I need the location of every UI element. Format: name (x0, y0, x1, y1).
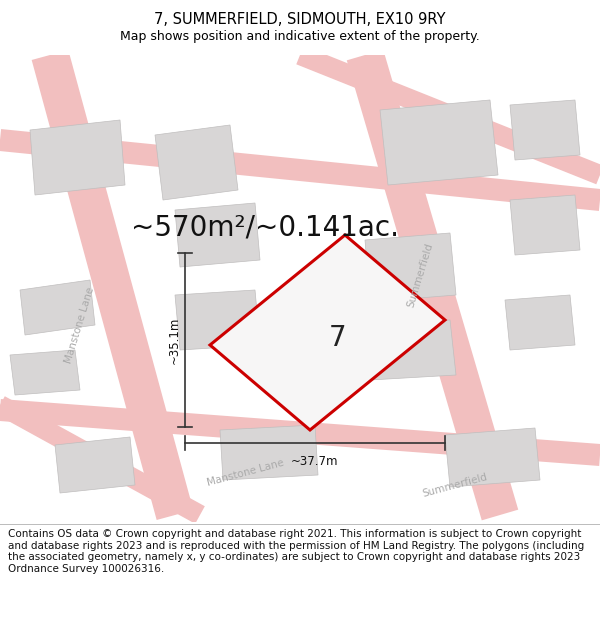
Polygon shape (10, 350, 80, 395)
Text: ~570m²/~0.141ac.: ~570m²/~0.141ac. (131, 213, 399, 241)
Polygon shape (445, 428, 540, 487)
Polygon shape (30, 120, 125, 195)
Polygon shape (0, 129, 600, 211)
Polygon shape (510, 100, 580, 160)
Text: ~35.1m: ~35.1m (168, 316, 181, 364)
Text: Summerfield: Summerfield (406, 241, 434, 309)
Polygon shape (175, 290, 260, 350)
Polygon shape (347, 49, 518, 521)
Text: 7: 7 (329, 324, 346, 351)
Polygon shape (155, 125, 238, 200)
Polygon shape (365, 320, 456, 380)
Polygon shape (32, 50, 193, 520)
Polygon shape (0, 396, 205, 524)
Polygon shape (20, 280, 95, 335)
Polygon shape (296, 46, 600, 184)
Polygon shape (55, 437, 135, 493)
Polygon shape (505, 295, 575, 350)
Text: Map shows position and indicative extent of the property.: Map shows position and indicative extent… (120, 30, 480, 43)
Text: Manstone Lane: Manstone Lane (205, 458, 284, 488)
Polygon shape (380, 100, 498, 185)
Polygon shape (510, 195, 580, 255)
Polygon shape (175, 203, 260, 267)
Polygon shape (210, 235, 445, 430)
Text: 7, SUMMERFIELD, SIDMOUTH, EX10 9RY: 7, SUMMERFIELD, SIDMOUTH, EX10 9RY (154, 12, 446, 27)
Polygon shape (365, 233, 456, 302)
Text: Manstone Lane: Manstone Lane (64, 286, 97, 364)
Polygon shape (220, 425, 318, 480)
Text: Summerfield: Summerfield (421, 471, 488, 499)
Text: Contains OS data © Crown copyright and database right 2021. This information is : Contains OS data © Crown copyright and d… (8, 529, 584, 574)
Text: ~37.7m: ~37.7m (291, 455, 339, 468)
Polygon shape (0, 399, 600, 466)
